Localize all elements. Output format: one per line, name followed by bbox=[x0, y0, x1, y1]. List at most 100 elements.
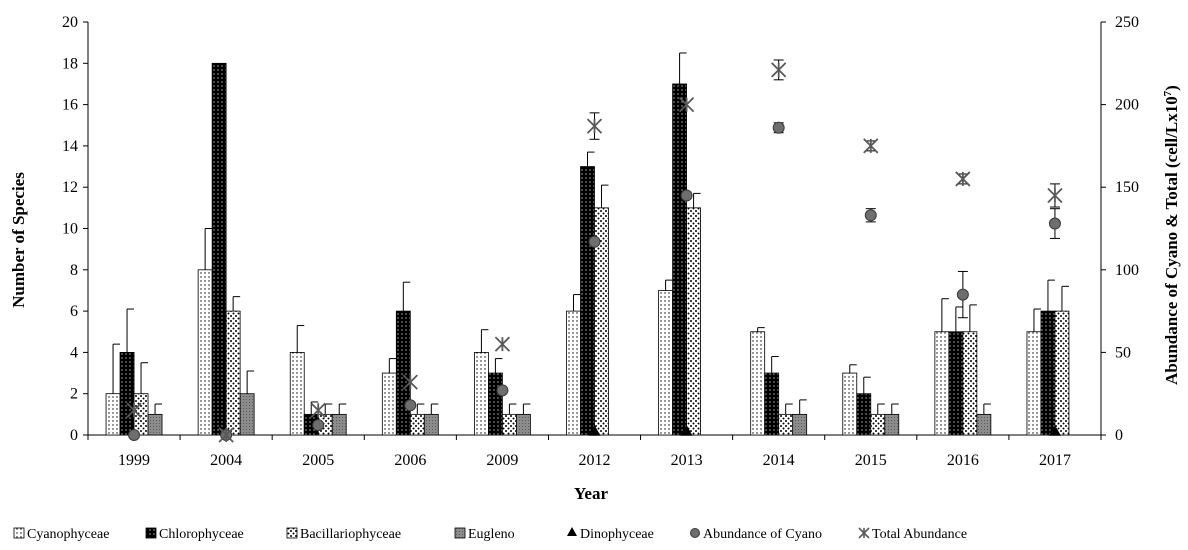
bar bbox=[750, 331, 766, 436]
cyano-abundance-marker bbox=[128, 429, 141, 441]
bar bbox=[658, 290, 673, 436]
x-tick-label: 2014 bbox=[763, 452, 795, 469]
x-tick-label: 2004 bbox=[210, 452, 242, 469]
y-tick-label: 18 bbox=[62, 55, 78, 72]
y-tick-label: 14 bbox=[62, 138, 78, 155]
total-abundance-marker bbox=[771, 62, 787, 78]
x-tick-label: 2012 bbox=[579, 452, 611, 469]
total-abundance-marker bbox=[863, 138, 879, 154]
bar bbox=[211, 62, 227, 436]
bar bbox=[792, 413, 808, 436]
bar bbox=[488, 372, 503, 436]
bar bbox=[842, 372, 858, 436]
bar bbox=[381, 372, 397, 436]
total-abundance-marker bbox=[218, 427, 234, 443]
legend-swatch bbox=[567, 527, 577, 536]
legend: Cyanophyceae Chlorophyceae Bacillariophyce… bbox=[13, 527, 967, 542]
bar bbox=[1054, 310, 1070, 436]
cyano-abundance-marker bbox=[404, 399, 417, 412]
bar bbox=[764, 372, 780, 436]
cyano-abundance-marker bbox=[588, 235, 601, 248]
y-tick-label: 2 bbox=[70, 386, 78, 403]
total-abundance-marker bbox=[1047, 187, 1063, 204]
bar bbox=[580, 166, 595, 436]
legend-label: Cyanophyceae bbox=[27, 527, 109, 542]
x-tick-label: 1999 bbox=[118, 452, 150, 469]
bar bbox=[147, 413, 163, 436]
y-tick-label: 0 bbox=[70, 427, 78, 444]
bar bbox=[516, 413, 531, 436]
bar bbox=[331, 413, 347, 436]
total-abundance-marker bbox=[310, 402, 326, 418]
legend-label: Abundance of Cyano bbox=[703, 527, 822, 542]
bar bbox=[1026, 331, 1042, 436]
y-tick-label: 20 bbox=[62, 14, 78, 31]
x-tick-label: 2016 bbox=[947, 452, 979, 469]
y-tick-label: 10 bbox=[62, 221, 78, 238]
bar bbox=[686, 207, 701, 436]
y-tick-label: 16 bbox=[62, 97, 78, 114]
y-right-tick-label: 50 bbox=[1115, 344, 1131, 361]
total-abundance-marker bbox=[494, 336, 511, 352]
bar bbox=[474, 351, 489, 436]
legend-swatch bbox=[690, 528, 700, 538]
legend-label: Total Abundance bbox=[872, 527, 967, 542]
bar bbox=[962, 331, 978, 436]
bar bbox=[197, 269, 213, 436]
bar bbox=[119, 351, 135, 436]
legend-swatch bbox=[454, 527, 466, 539]
bar bbox=[778, 413, 794, 436]
dinophyceae-marker bbox=[680, 425, 693, 436]
y-axis-right-label: Abundance of Cyano & Total (cell/Lx107) bbox=[1162, 85, 1181, 385]
bar bbox=[225, 310, 241, 436]
legend-label: Chlorophyceae bbox=[159, 527, 244, 542]
total-abundance-marker bbox=[126, 402, 142, 418]
y-right-tick-label: 200 bbox=[1115, 97, 1139, 114]
total-abundance-marker bbox=[586, 118, 603, 134]
y-right-tick-label: 150 bbox=[1115, 179, 1139, 196]
x-tick-label: 2006 bbox=[394, 452, 426, 469]
bar bbox=[672, 83, 687, 436]
bar bbox=[105, 393, 121, 436]
bar bbox=[239, 393, 255, 436]
legend-label: Bacillariophyceae bbox=[300, 527, 401, 542]
legend-swatch bbox=[286, 527, 298, 539]
dinophyceae-marker bbox=[1048, 425, 1061, 436]
x-tick-label: 2009 bbox=[486, 452, 518, 469]
bars bbox=[105, 52, 1070, 436]
total-abundance-marker bbox=[678, 96, 695, 113]
y-axis-right-label-end: ) bbox=[1162, 85, 1181, 91]
cyano-abundance-marker bbox=[312, 419, 325, 432]
total-abundance-marker bbox=[955, 171, 971, 187]
bar bbox=[870, 413, 886, 436]
bar bbox=[934, 331, 950, 436]
cyano-abundance-marker bbox=[956, 288, 969, 301]
x-tick-label: 2013 bbox=[671, 452, 703, 469]
legend-label: Eugleno bbox=[468, 527, 515, 542]
legend-swatch bbox=[858, 527, 870, 539]
y-right-tick-label: 250 bbox=[1115, 14, 1139, 31]
y-right-tick-label: 100 bbox=[1115, 262, 1139, 279]
bar bbox=[395, 310, 411, 436]
bar bbox=[566, 310, 581, 436]
x-axis-label: Year bbox=[574, 484, 608, 503]
bar bbox=[502, 413, 517, 436]
bar bbox=[884, 413, 900, 436]
cyano-abundance-marker bbox=[496, 384, 509, 397]
y-tick-label: 6 bbox=[70, 303, 78, 320]
legend-label: Dinophyceae bbox=[580, 527, 654, 542]
legend-asterisk bbox=[858, 527, 870, 539]
x-tick-label: 2017 bbox=[1039, 452, 1071, 469]
x-tick-label: 2015 bbox=[855, 452, 887, 469]
cyano-abundance-marker bbox=[1048, 217, 1061, 230]
markers bbox=[126, 59, 1063, 443]
cyano-abundance-marker bbox=[772, 121, 785, 134]
y-tick-label: 8 bbox=[70, 262, 78, 279]
dinophyceae-marker bbox=[588, 425, 601, 436]
bar bbox=[409, 413, 425, 436]
y-axis-right-label-main: Abundance of Cyano & Total (cell/Lx10 bbox=[1162, 96, 1181, 385]
y-right-tick-label: 0 bbox=[1115, 427, 1123, 444]
bar bbox=[856, 393, 872, 436]
